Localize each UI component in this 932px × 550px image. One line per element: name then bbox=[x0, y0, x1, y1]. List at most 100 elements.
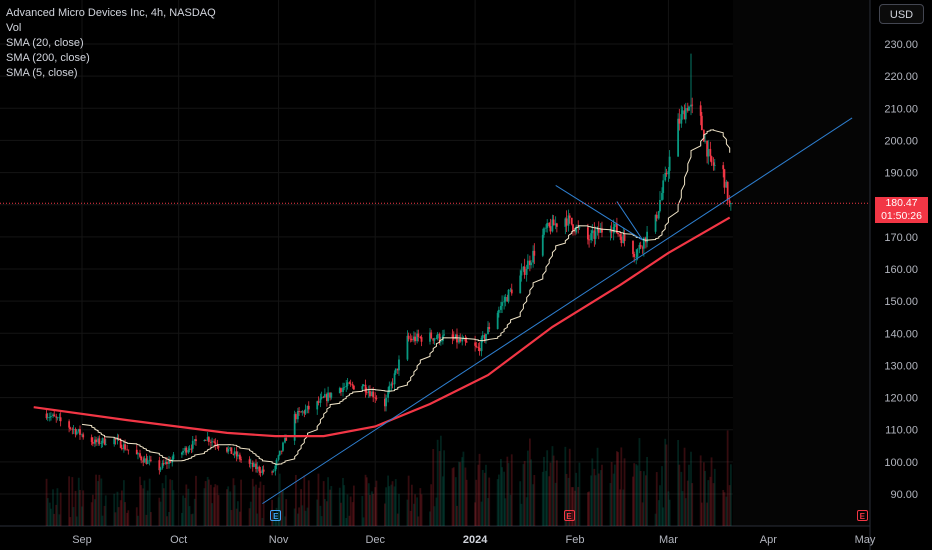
earnings-marker[interactable]: E bbox=[270, 510, 282, 521]
candle-body bbox=[691, 104, 694, 106]
volume-bar bbox=[554, 482, 557, 526]
volume-bar bbox=[209, 484, 212, 526]
candle-body bbox=[296, 410, 299, 420]
candle-body bbox=[91, 441, 94, 444]
candle-body bbox=[642, 237, 645, 249]
price-scale[interactable]: 90.00 100.00 110.00 120.00 130.00 140.00 150.0… bbox=[884, 39, 918, 501]
volume-bar bbox=[104, 495, 107, 526]
volume-bar bbox=[127, 510, 130, 526]
volume-bar bbox=[712, 483, 715, 526]
candle-body bbox=[362, 384, 365, 387]
volume-bar bbox=[709, 476, 712, 526]
candle-body bbox=[526, 260, 529, 270]
volume-bar bbox=[168, 512, 170, 526]
volume-bar bbox=[443, 450, 445, 526]
volume-bar bbox=[545, 470, 547, 526]
volume-bar bbox=[487, 498, 489, 526]
volume-bar bbox=[488, 477, 491, 526]
volume-bar bbox=[713, 468, 716, 526]
volume-bar bbox=[436, 439, 439, 526]
candle-body bbox=[162, 463, 165, 464]
volume-bar bbox=[352, 485, 355, 526]
volume-bar bbox=[139, 476, 141, 526]
candle-body bbox=[351, 384, 354, 386]
volume-bar bbox=[50, 508, 52, 526]
volume-indicator-label[interactable]: Vol bbox=[6, 22, 22, 34]
candle-body bbox=[729, 203, 732, 205]
grid-lines bbox=[0, 0, 871, 550]
candle-body bbox=[146, 460, 149, 464]
candle-body bbox=[90, 437, 93, 442]
volume-bar bbox=[485, 464, 487, 526]
candle-body bbox=[396, 368, 399, 371]
volume-bar bbox=[172, 490, 175, 526]
candle-body bbox=[262, 469, 265, 472]
volume-bar bbox=[474, 502, 477, 526]
earnings-marker[interactable]: E bbox=[563, 510, 575, 521]
candle-body bbox=[293, 414, 296, 441]
candle-body bbox=[188, 448, 191, 451]
price-tick-label: 110.00 bbox=[885, 425, 918, 437]
sma20-indicator-label[interactable]: SMA (20, close) bbox=[6, 37, 84, 49]
candle-body bbox=[501, 302, 503, 306]
candle-body bbox=[233, 451, 236, 455]
volume-bar bbox=[638, 438, 641, 526]
volume-bar bbox=[586, 492, 589, 526]
volume-bar bbox=[406, 499, 409, 526]
earnings-marker[interactable]: E bbox=[856, 510, 868, 521]
candle-body bbox=[343, 387, 346, 388]
candle-body bbox=[122, 444, 125, 450]
volume-bar bbox=[683, 447, 686, 526]
candle-body bbox=[348, 382, 351, 384]
candle-body bbox=[568, 215, 571, 218]
candle-body bbox=[137, 453, 139, 455]
candle-body bbox=[632, 241, 634, 254]
volume-bar bbox=[226, 489, 228, 526]
volume-bar bbox=[369, 494, 371, 526]
volume-bar bbox=[680, 471, 683, 526]
candle-body bbox=[387, 391, 390, 398]
time-scale[interactable]: Sep Oct Nov Dec 2024 Feb Mar Apr May bbox=[72, 534, 876, 546]
volume-bar bbox=[59, 492, 62, 526]
future-area bbox=[732, 0, 870, 526]
candle-body bbox=[564, 218, 567, 227]
volume-bar bbox=[69, 517, 72, 526]
volume-bar bbox=[301, 505, 304, 526]
sma5-indicator-label[interactable]: SMA (5, close) bbox=[6, 67, 78, 79]
volume-bar bbox=[195, 475, 197, 526]
price-tick-label: 120.00 bbox=[884, 393, 918, 405]
volume-bar bbox=[412, 503, 415, 526]
volume-bar bbox=[439, 435, 442, 526]
candle-body bbox=[435, 338, 438, 340]
drawings[interactable] bbox=[262, 117, 853, 505]
volume-bar bbox=[158, 497, 161, 526]
volume-bar bbox=[636, 465, 639, 526]
volume-bar bbox=[723, 492, 726, 526]
candle-body bbox=[113, 438, 116, 445]
volume-bar bbox=[323, 499, 326, 526]
volume-bar bbox=[203, 488, 206, 526]
candle-body bbox=[591, 230, 594, 234]
candle-body bbox=[182, 450, 184, 453]
currency-button[interactable]: USD bbox=[879, 4, 924, 24]
candle-body bbox=[303, 411, 306, 414]
volume-bars bbox=[45, 430, 732, 526]
volume-bar bbox=[678, 464, 681, 526]
sma200-indicator-label[interactable]: SMA (200, close) bbox=[6, 52, 90, 64]
volume-bar bbox=[478, 453, 481, 526]
volume-bar bbox=[509, 494, 512, 526]
candle-body bbox=[79, 429, 81, 435]
volume-bar bbox=[477, 464, 480, 526]
symbol-title[interactable]: Advanced Micro Devices Inc, 4h, NASDAQ bbox=[6, 7, 216, 19]
volume-bar bbox=[433, 506, 436, 526]
volume-bar bbox=[258, 487, 261, 526]
volume-bar bbox=[661, 466, 663, 526]
candle-body bbox=[346, 382, 349, 386]
volume-bar bbox=[162, 488, 165, 526]
candle-body bbox=[414, 336, 416, 342]
volume-bar bbox=[216, 485, 219, 526]
volume-bar bbox=[691, 483, 694, 526]
time-tick-label: Oct bbox=[170, 534, 187, 546]
volume-bar bbox=[97, 481, 100, 526]
